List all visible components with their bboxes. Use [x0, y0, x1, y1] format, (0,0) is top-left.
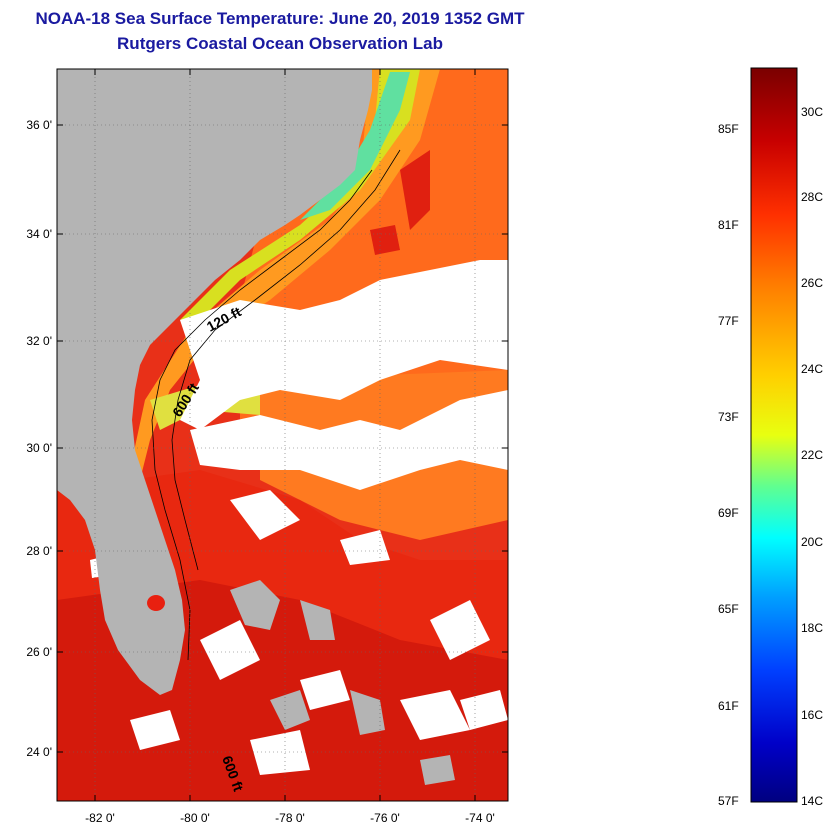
colorbar-f-label: 81F — [718, 218, 739, 232]
colorbar-c-label: 20C — [801, 535, 824, 549]
island — [230, 580, 280, 630]
map-image — [57, 69, 508, 801]
colorbar-c-label: 26C — [801, 276, 824, 290]
lat-tick-label: 36 0' — [26, 118, 52, 132]
chart-title: NOAA-18 Sea Surface Temperature: June 20… — [35, 9, 525, 28]
cloud-cover — [180, 260, 508, 430]
colorbar-c-label: 28C — [801, 190, 824, 204]
colorbar-f-label: 65F — [718, 602, 739, 616]
chart-subtitle: Rutgers Coastal Ocean Observation Lab — [117, 34, 443, 53]
lake — [147, 595, 165, 611]
colorbar — [750, 67, 798, 803]
contour-600ft — [171, 149, 401, 571]
colorbar-f-label: 57F — [718, 794, 739, 808]
land-mass — [57, 69, 372, 695]
colorbar-c-label: 16C — [801, 708, 824, 722]
colorbar-c-label: 22C — [801, 448, 824, 462]
tick-marks — [57, 69, 508, 801]
lon-tick-label: -76 0' — [370, 811, 400, 825]
lat-tick-label: 24 0' — [26, 745, 52, 759]
colorbar-c-label: 14C — [801, 794, 824, 808]
colorbar-f-label: 85F — [718, 122, 739, 136]
lon-tick-label: -74 0' — [465, 811, 495, 825]
colorbar-f-label: 61F — [718, 699, 739, 713]
colorbar-c-label: 18C — [801, 621, 824, 635]
lat-tick-label: 30 0' — [26, 441, 52, 455]
lon-tick-label: -78 0' — [275, 811, 305, 825]
colorbar-f-label: 77F — [718, 314, 739, 328]
colorbar-c-label: 30C — [801, 105, 824, 119]
lon-tick-label: -80 0' — [180, 811, 210, 825]
colorbar-c-label: 24C — [801, 362, 824, 376]
colorbar-f-label: 73F — [718, 410, 739, 424]
lon-tick-label: -82 0' — [85, 811, 115, 825]
colorbar-f-label: 69F — [718, 506, 739, 520]
contour-120ft — [151, 169, 373, 661]
lat-tick-label: 26 0' — [26, 645, 52, 659]
lat-tick-label: 34 0' — [26, 227, 52, 241]
lat-tick-label: 28 0' — [26, 544, 52, 558]
map-frame — [56, 68, 509, 802]
lat-tick-label: 32 0' — [26, 334, 52, 348]
